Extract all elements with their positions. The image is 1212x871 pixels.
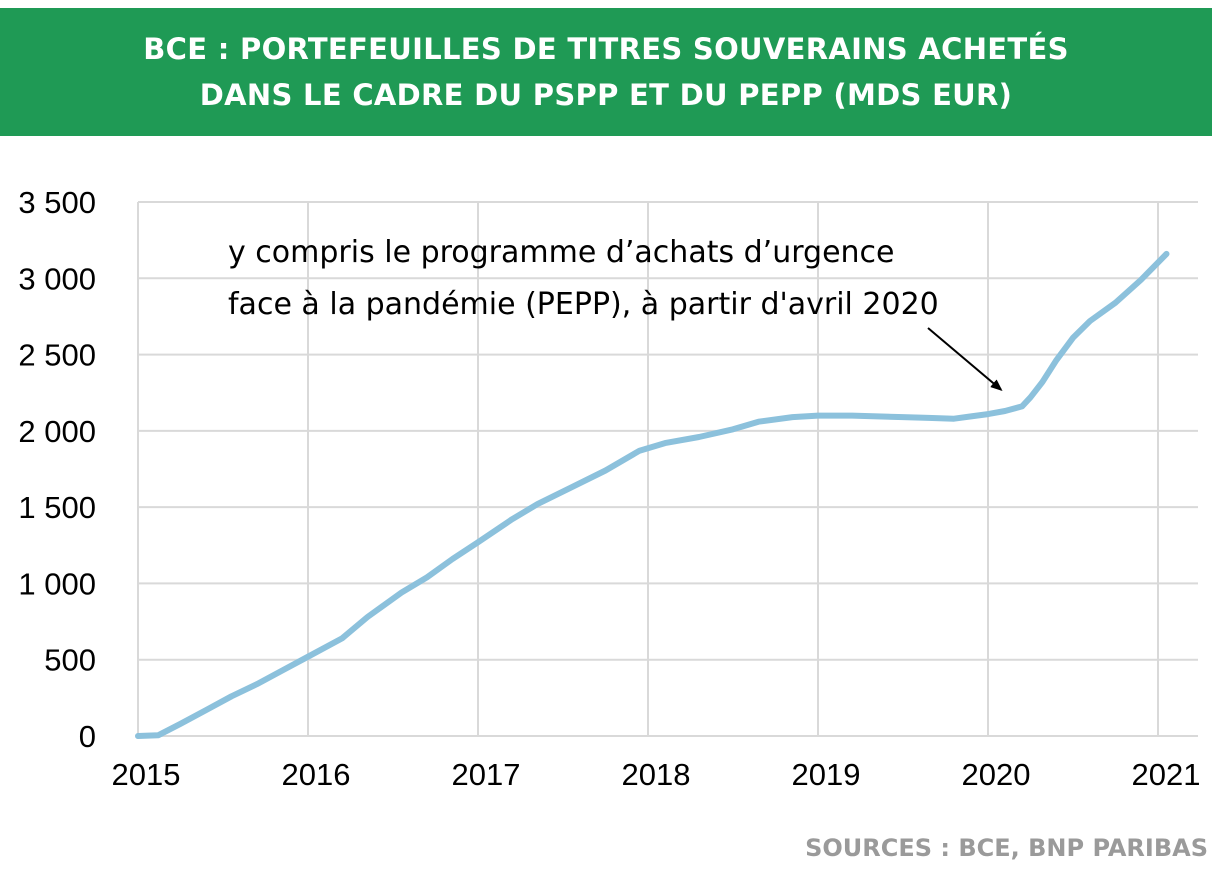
chart-title-line-1: BCE : PORTEFEUILLES DE TITRES SOUVERAINS… (143, 32, 1069, 66)
grid-lines (137, 201, 1198, 737)
y-tick-label: 2 000 (18, 414, 96, 449)
x-tick-label: 2020 (962, 757, 1031, 792)
x-tick-label: 2016 (282, 757, 351, 792)
annotation: y compris le programme d’achats d’urgenc… (228, 235, 1003, 391)
annotation-text-line-1: y compris le programme d’achats d’urgenc… (228, 235, 895, 270)
x-tick-label: 2021 (1132, 757, 1201, 792)
source-note: SOURCES : BCE, BNP PARIBAS (805, 834, 1208, 862)
y-tick-label: 0 (79, 719, 96, 754)
chart-title-line-2: DANS LE CADRE DU PSPP ET DU PEPP (MDS EU… (199, 78, 1013, 112)
annotation-text-line-2: face à la pandémie (PEPP), à partir d'av… (228, 287, 939, 322)
x-tick-label: 2019 (792, 757, 861, 792)
chart-title-bar: BCE : PORTEFEUILLES DE TITRES SOUVERAINS… (0, 8, 1212, 136)
series-layer (135, 250, 1170, 739)
annotation-arrow (927, 327, 1003, 391)
x-tick-label: 2018 (622, 757, 691, 792)
x-tick-label: 2015 (112, 757, 181, 792)
y-axis-tick-labels: 0 500 1 000 1 500 2 000 2 500 3 000 3 500 (18, 185, 96, 754)
series-line (135, 250, 1170, 739)
x-tick-label: 2017 (452, 757, 521, 792)
y-tick-label: 3 500 (18, 185, 96, 220)
y-tick-label: 3 000 (18, 261, 96, 296)
y-tick-label: 2 500 (18, 338, 96, 373)
y-tick-label: 1 000 (18, 566, 96, 601)
y-tick-label: 1 500 (18, 490, 96, 525)
y-tick-label: 500 (44, 643, 96, 678)
x-axis-tick-labels: 2015 2016 2017 2018 2019 2020 2021 (112, 757, 1201, 792)
